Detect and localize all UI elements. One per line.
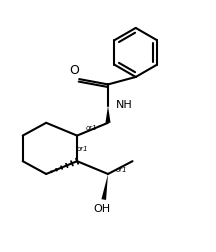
Text: NH: NH (116, 100, 132, 110)
Polygon shape (105, 106, 111, 123)
Text: or1: or1 (116, 167, 127, 173)
Text: or1: or1 (77, 146, 89, 152)
Text: OH: OH (93, 204, 110, 214)
Text: or1: or1 (86, 125, 97, 131)
Text: O: O (69, 64, 79, 77)
Polygon shape (102, 174, 108, 200)
